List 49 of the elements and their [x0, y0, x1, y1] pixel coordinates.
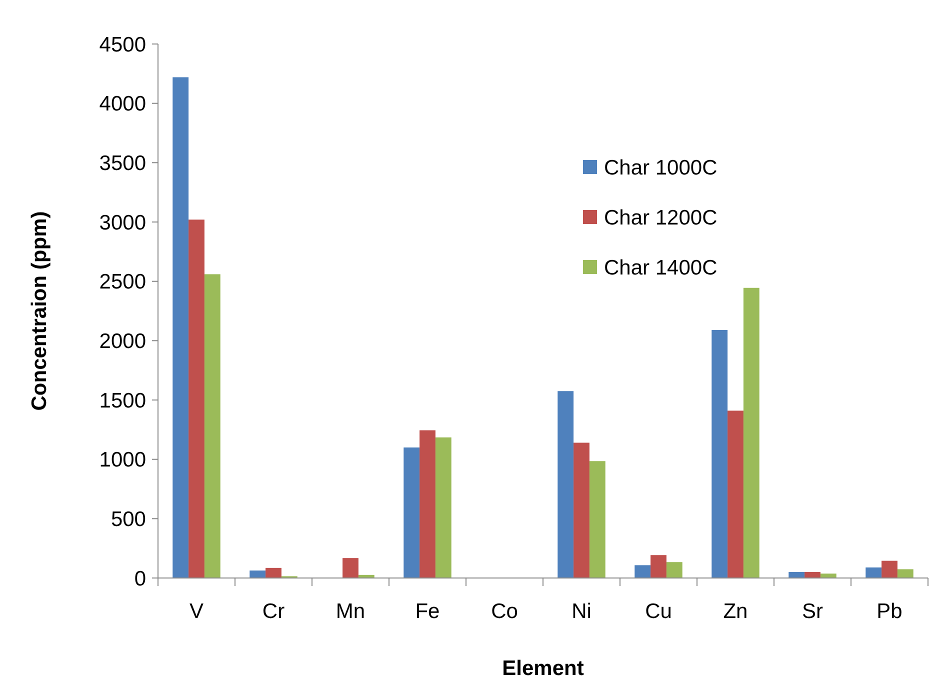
x-tick-label: Cu: [645, 600, 672, 623]
bar: [882, 560, 898, 578]
bar: [266, 568, 282, 578]
bar: [866, 567, 882, 578]
y-tick-label: 500: [110, 508, 146, 532]
bar: [342, 558, 358, 578]
y-tick-label: 4500: [99, 33, 146, 56]
bar: [743, 288, 760, 578]
bar: [788, 572, 805, 578]
bar: [250, 570, 266, 578]
bar: [558, 391, 574, 578]
bar: [634, 565, 651, 578]
bar: [420, 430, 436, 578]
bar: [188, 220, 204, 578]
x-tick-label: Cr: [262, 600, 285, 623]
x-tick-label: V: [189, 600, 204, 623]
x-tick-label: Fe: [415, 600, 440, 623]
y-tick-label: 1500: [99, 389, 146, 412]
y-tick-label: 3000: [99, 211, 146, 234]
y-axis-title: Concentraion (ppm): [28, 211, 51, 411]
bar: [712, 330, 728, 578]
x-tick-label: Ni: [572, 600, 592, 623]
bar: [574, 442, 590, 578]
bar: [666, 562, 682, 578]
bar: [589, 461, 606, 578]
bar: [204, 274, 220, 578]
bar: [172, 77, 189, 578]
legend-label: Char 1000C: [604, 156, 718, 180]
bar: [728, 410, 744, 578]
x-tick-label: Sr: [802, 600, 824, 623]
y-tick-label: 2000: [99, 330, 146, 354]
bar: [404, 447, 420, 578]
y-tick-label: 4000: [99, 92, 146, 116]
x-axis-title: Element: [502, 657, 584, 680]
bar: [650, 555, 666, 578]
bar: [804, 572, 820, 578]
x-tick-label: Pb: [876, 600, 902, 623]
x-tick-label: Zn: [723, 600, 748, 623]
y-tick-label: 3500: [99, 152, 146, 176]
x-tick-label: Mn: [336, 600, 366, 623]
x-tick-label: Co: [491, 600, 518, 623]
y-tick-label: 1000: [99, 448, 146, 472]
bar: [435, 437, 452, 578]
y-tick-label: 2500: [99, 270, 146, 294]
y-tick-label: 0: [134, 567, 146, 590]
bar: [897, 569, 914, 578]
legend-label: Char 1400C: [604, 256, 718, 280]
bar: [820, 574, 836, 578]
legend-label: Char 1200C: [604, 206, 718, 230]
